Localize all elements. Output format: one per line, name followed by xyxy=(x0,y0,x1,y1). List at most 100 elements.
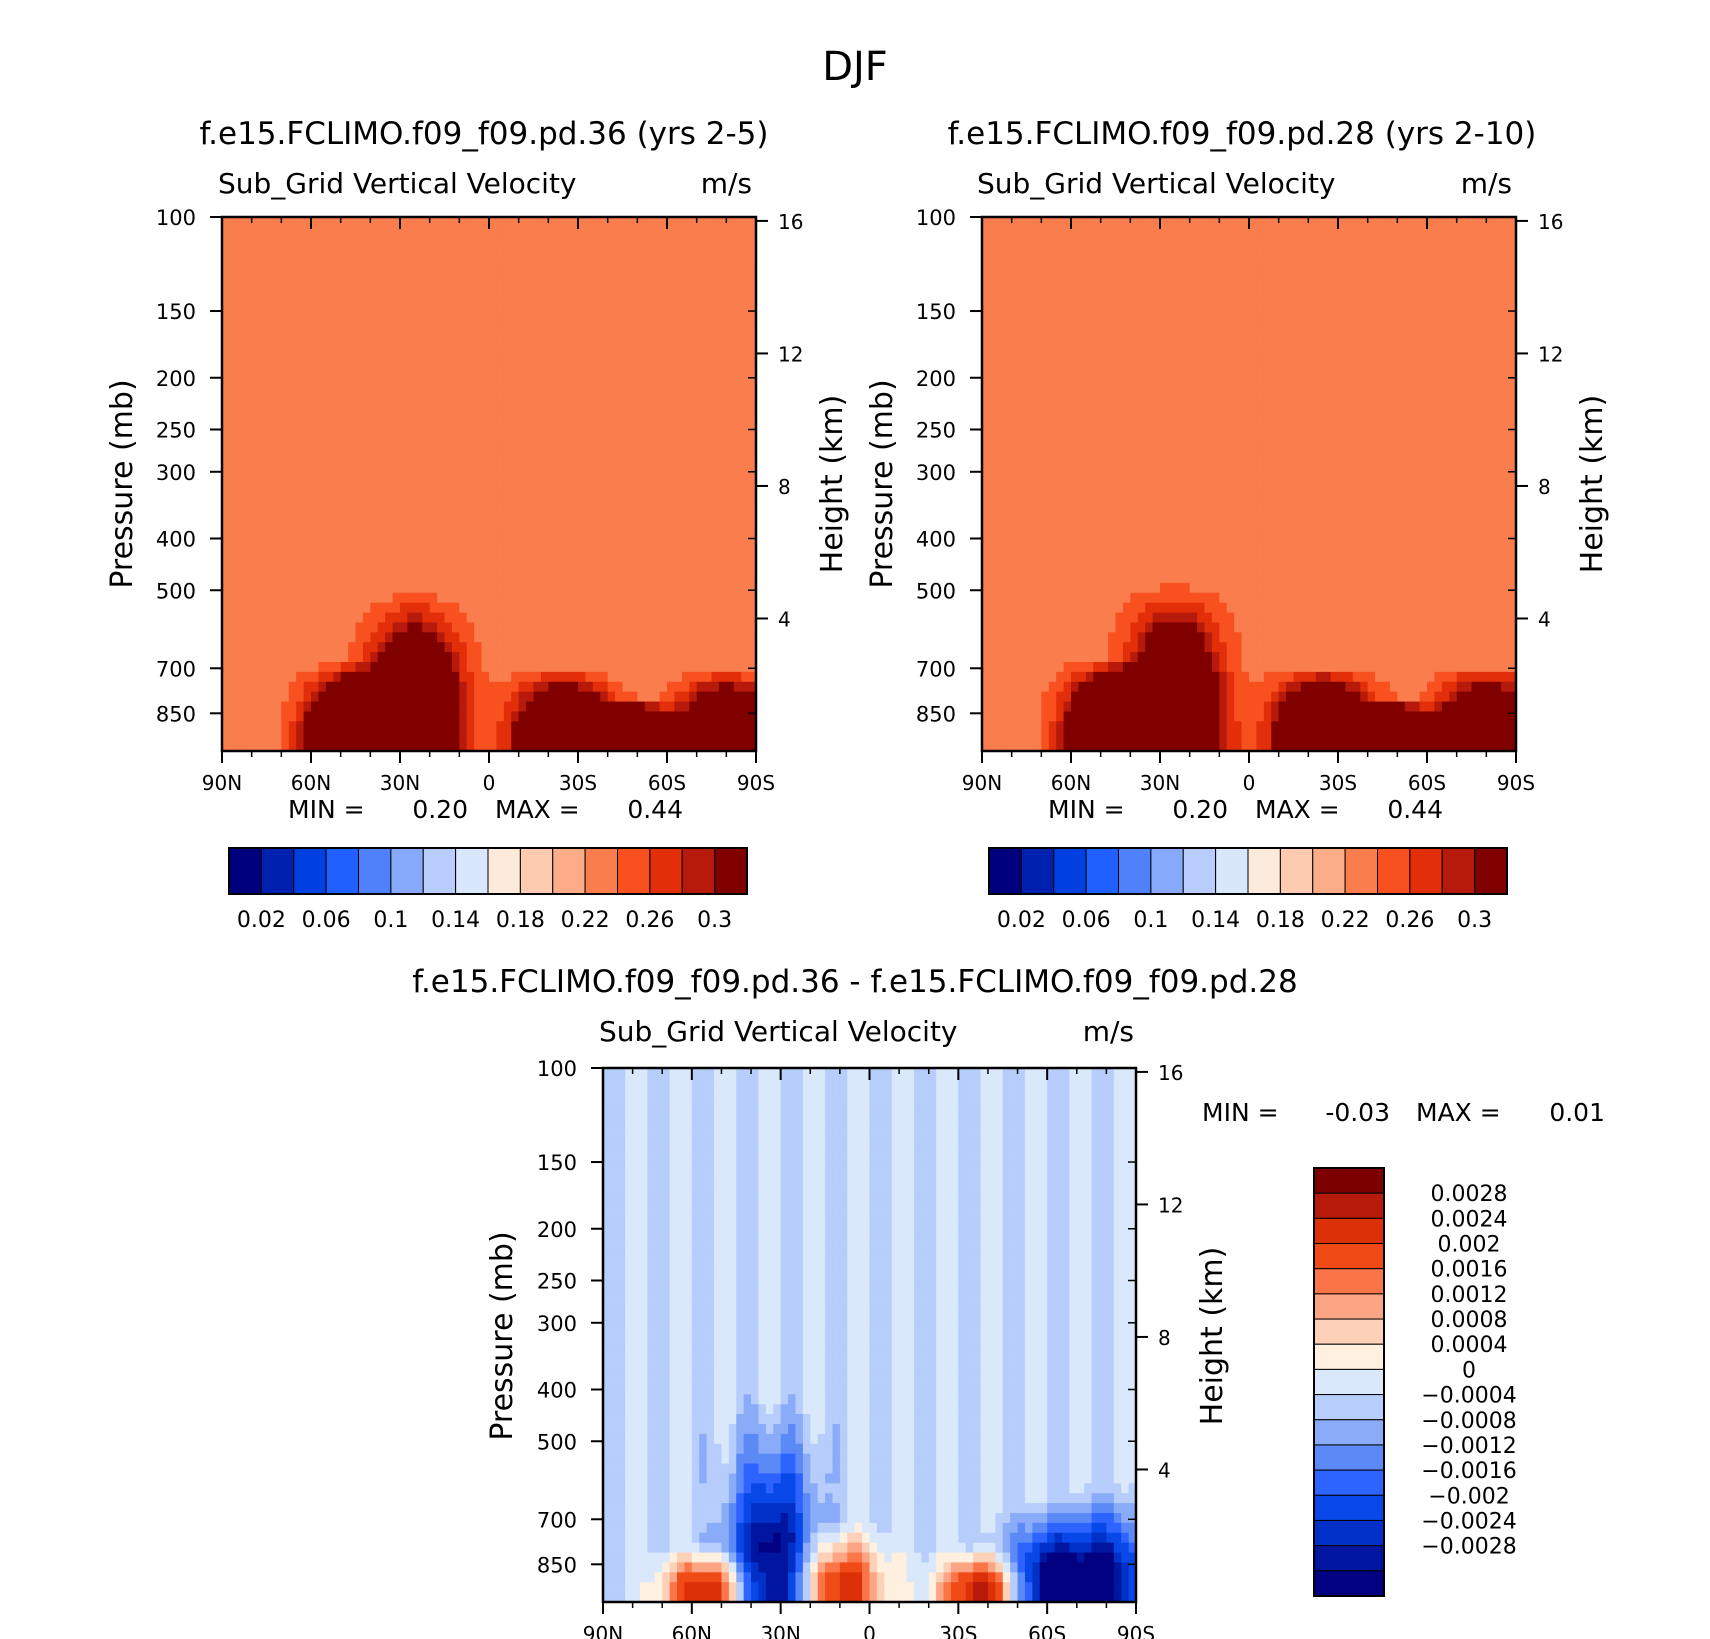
heatmap-cell xyxy=(496,592,505,604)
heatmap-cell xyxy=(296,671,305,683)
heatmap-cell xyxy=(1056,315,1065,327)
heatmap-cell xyxy=(607,711,616,722)
heatmap-cell xyxy=(266,345,275,357)
heatmap-cell xyxy=(733,266,742,277)
heatmap-cell xyxy=(1419,335,1428,347)
heatmap-cell xyxy=(1093,226,1102,238)
heatmap-cell xyxy=(407,721,416,732)
heatmap-cell xyxy=(318,592,327,604)
heatmap-cell xyxy=(718,513,727,525)
heatmap-cell xyxy=(704,306,713,317)
heatmap-cell xyxy=(1100,345,1109,357)
heatmap-cell xyxy=(333,454,342,465)
heatmap-cell xyxy=(1085,256,1094,268)
heatmap-cell xyxy=(296,434,305,446)
panel-1-max-value: 0.44 xyxy=(627,795,683,824)
heatmap-cell xyxy=(236,592,245,604)
heatmap-cell xyxy=(348,365,357,376)
heatmap-cell xyxy=(422,355,431,366)
heatmap-cell xyxy=(1456,325,1465,337)
heatmap-cell xyxy=(459,701,468,713)
heatmap-cell xyxy=(1501,306,1510,317)
heatmap-cell xyxy=(996,296,1005,307)
heatmap-cell xyxy=(652,711,661,722)
heatmap-cell xyxy=(422,671,431,683)
heatmap-cell xyxy=(222,276,231,287)
heatmap-cell xyxy=(236,365,245,376)
heatmap-cell xyxy=(989,335,998,347)
heatmap-cell xyxy=(273,513,282,525)
heatmap-cell xyxy=(1048,236,1057,248)
heatmap-cell xyxy=(704,662,713,673)
heatmap-cell xyxy=(600,325,609,337)
heatmap-cell xyxy=(1167,246,1176,258)
heatmap-cell xyxy=(1397,276,1406,287)
heatmap-cell xyxy=(615,691,624,703)
heatmap-cell xyxy=(1056,246,1065,258)
heatmap-cell xyxy=(244,266,253,277)
heatmap-cell xyxy=(236,671,245,683)
heatmap-cell xyxy=(318,276,327,287)
heatmap-cell xyxy=(1211,236,1220,248)
heatmap-cell xyxy=(1330,236,1339,248)
heatmap-cell xyxy=(496,266,505,277)
heatmap-cell xyxy=(318,721,327,732)
heatmap-cell xyxy=(266,632,275,643)
heatmap-cell xyxy=(222,662,231,673)
heatmap-cell xyxy=(1167,217,1176,228)
heatmap-cell xyxy=(311,375,320,386)
heatmap-cell xyxy=(222,246,231,258)
heatmap-cell xyxy=(1085,286,1094,297)
heatmap-cell xyxy=(533,731,542,742)
heatmap-cell xyxy=(407,681,416,693)
heatmap-cell xyxy=(555,513,564,525)
heatmap-cell xyxy=(718,602,727,614)
heatmap-cell xyxy=(481,582,490,594)
heatmap-cell xyxy=(236,662,245,673)
heatmap-cell xyxy=(1011,325,1020,337)
heatmap-cell xyxy=(578,484,587,495)
heatmap-cell xyxy=(600,217,609,228)
heatmap-cell xyxy=(689,375,698,386)
heatmap-cell xyxy=(236,741,245,752)
heatmap-cell xyxy=(414,662,423,673)
y-tick-label: 400 xyxy=(156,528,196,552)
heatmap-cell xyxy=(585,325,594,337)
heatmap-cell xyxy=(696,315,705,327)
heatmap-cell xyxy=(236,315,245,327)
heatmap-cell xyxy=(667,642,676,653)
heatmap-cell xyxy=(474,484,483,495)
heatmap-cell xyxy=(526,375,535,386)
heatmap-cell xyxy=(570,612,579,624)
heatmap-cell xyxy=(325,523,334,535)
heatmap-cell xyxy=(540,256,549,268)
heatmap-cell xyxy=(1271,296,1280,307)
heatmap-cell xyxy=(362,662,371,673)
heatmap-cell xyxy=(1471,256,1480,268)
heatmap-cell xyxy=(311,217,320,228)
heatmap-cell xyxy=(689,592,698,604)
heatmap-cell xyxy=(689,464,698,475)
heatmap-cell xyxy=(236,404,245,416)
heatmap-cell xyxy=(362,582,371,594)
heatmap-cell xyxy=(1241,345,1250,357)
heatmap-cell xyxy=(311,365,320,376)
heatmap-cell xyxy=(311,711,320,722)
heatmap-cell xyxy=(1026,296,1035,307)
heatmap-cell xyxy=(1389,306,1398,317)
heatmap-cell xyxy=(489,592,498,604)
heatmap-cell xyxy=(600,395,609,406)
y-tick-label: 150 xyxy=(156,300,196,324)
heatmap-cell xyxy=(340,444,349,455)
heatmap-cell xyxy=(592,474,601,485)
heatmap-cell xyxy=(652,602,661,614)
heatmap-cell xyxy=(1197,325,1206,337)
heatmap-cell xyxy=(222,543,231,554)
heatmap-cell xyxy=(592,513,601,525)
heatmap-cell xyxy=(1085,236,1094,248)
heatmap-cell xyxy=(400,286,409,297)
heatmap-cell xyxy=(570,573,579,584)
heatmap-cell xyxy=(637,573,646,584)
heatmap-cell xyxy=(533,563,542,574)
heatmap-cell xyxy=(503,365,512,376)
